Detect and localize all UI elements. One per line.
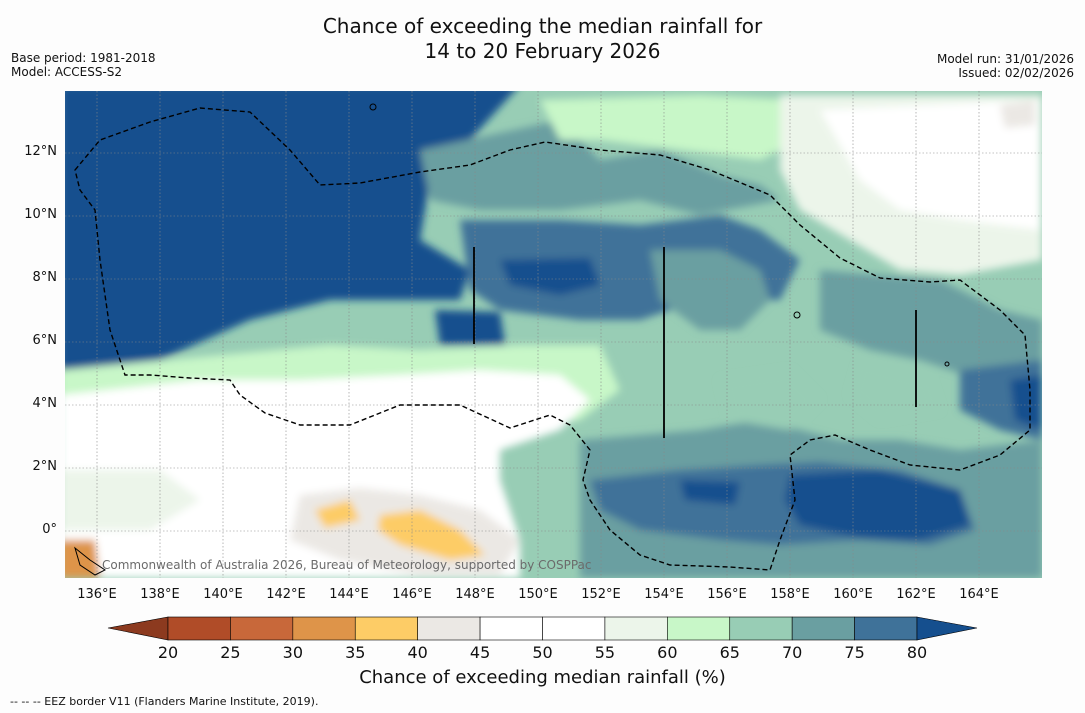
meta-left: Base period: 1981-2018 Model: ACCESS-S2 — [11, 51, 156, 79]
region-equator-faint — [65, 470, 200, 530]
region-center-mid — [650, 250, 770, 330]
region-ne-white — [820, 100, 1040, 230]
lat-label: 0° — [42, 522, 57, 537]
map-title: Chance of exceeding the median rainfall … — [0, 14, 1085, 64]
lon-label: 160°E — [833, 587, 873, 602]
lon-label: 136°E — [77, 587, 117, 602]
colorbar-box — [167, 616, 231, 641]
colorbar-tick-label: 20 — [157, 643, 179, 662]
region-orange-2 — [378, 510, 485, 560]
base-period: Base period: 1981-2018 — [11, 51, 156, 65]
lon-label: 154°E — [644, 587, 684, 602]
title-line-1: Chance of exceeding the median rainfall … — [322, 14, 763, 38]
region-east-mid — [820, 270, 1042, 380]
colorbar-tick-label: 65 — [719, 643, 740, 662]
region-ne-grey — [1000, 100, 1035, 128]
eez-borders — [74, 107, 1031, 571]
lon-label: 156°E — [707, 587, 747, 602]
region-ring-8n — [500, 258, 600, 295]
colorbar-tick-label: 70 — [781, 643, 803, 662]
region-south-darkest — [785, 470, 970, 540]
island-chains — [473, 247, 917, 438]
eez-footnote: -- -- -- EEZ border V11 (Flanders Marine… — [10, 695, 319, 708]
lon-label: 142°E — [266, 587, 306, 602]
colorbar-tick-label: 80 — [906, 643, 928, 662]
colorbar-title: Chance of exceeding median rainfall (%) — [359, 667, 726, 688]
colorbar-box — [230, 616, 294, 641]
lat-label: 6°N — [32, 333, 58, 348]
colorbar-boxes — [167, 616, 918, 641]
colorbar-tick-label: 35 — [345, 643, 366, 662]
region-orange-1 — [315, 500, 360, 528]
colorbar-box — [854, 616, 918, 641]
meta-right: Model run: 31/01/2026 Issued: 02/02/2026 — [937, 52, 1074, 80]
grid — [65, 91, 1042, 578]
lon-label: 162°E — [896, 587, 936, 602]
model-run: Model run: 31/01/2026 — [936, 52, 1074, 66]
region-nw-very-wet — [65, 91, 515, 370]
colorbar-box — [604, 616, 668, 641]
lat-label: 10°N — [24, 207, 57, 222]
colorbar-box — [417, 616, 481, 641]
lat-label: 2°N — [32, 459, 58, 474]
colorbar-box — [667, 616, 731, 641]
lon-label: 150°E — [518, 587, 558, 602]
colorbar-tick-label: 30 — [282, 643, 304, 662]
colorbar-box — [479, 616, 543, 641]
lon-label: 138°E — [140, 587, 180, 602]
lon-label: 140°E — [203, 587, 243, 602]
colorbar-under-arrow — [107, 616, 169, 641]
colorbar-box — [354, 616, 418, 641]
lat-label: 8°N — [32, 270, 58, 285]
lat-label: 12°N — [24, 144, 57, 159]
region-east-light-2 — [850, 360, 940, 420]
region-sw-orange — [65, 540, 100, 578]
lon-label: 158°E — [770, 587, 810, 602]
region-south-darkest-2 — [680, 480, 740, 505]
colorbar-tick-label: 55 — [594, 643, 616, 662]
probability-field — [65, 91, 1042, 578]
colorbar-tick-label: 50 — [532, 643, 553, 662]
colorbar-tick-label: 25 — [220, 643, 241, 662]
model-name: Model: ACCESS-S2 — [11, 65, 123, 79]
region-6n-blob — [435, 310, 505, 345]
colorbar-tick-label: 60 — [657, 643, 678, 662]
small-islands — [74, 103, 950, 576]
issued-date: Issued: 02/02/2026 — [958, 66, 1074, 80]
copyright-notice: Commonwealth of Australia 2026, Bureau o… — [102, 558, 592, 572]
title-line-2: 14 to 20 February 2026 — [424, 39, 661, 63]
region-north-band — [420, 120, 780, 215]
lon-label: 164°E — [959, 587, 999, 602]
lon-label: 148°E — [455, 587, 495, 602]
colorbar-box — [791, 616, 855, 641]
colorbar-tick-label: 45 — [469, 643, 491, 662]
colorbar-over-arrow — [916, 616, 978, 641]
lat-label: 4°N — [32, 396, 58, 411]
colorbar-box — [542, 616, 606, 641]
lon-label: 144°E — [329, 587, 369, 602]
region-east-light — [720, 370, 820, 430]
colorbar-tick-label: 40 — [407, 643, 428, 662]
lon-label: 152°E — [581, 587, 621, 602]
colorbar-box — [729, 616, 793, 641]
colorbar-box — [292, 616, 356, 641]
colorbar — [107, 616, 978, 641]
lon-label: 146°E — [392, 587, 432, 602]
colorbar-tick-label: 75 — [844, 643, 865, 662]
region-east-darkest — [1010, 375, 1042, 430]
region-north-light — [540, 95, 820, 160]
